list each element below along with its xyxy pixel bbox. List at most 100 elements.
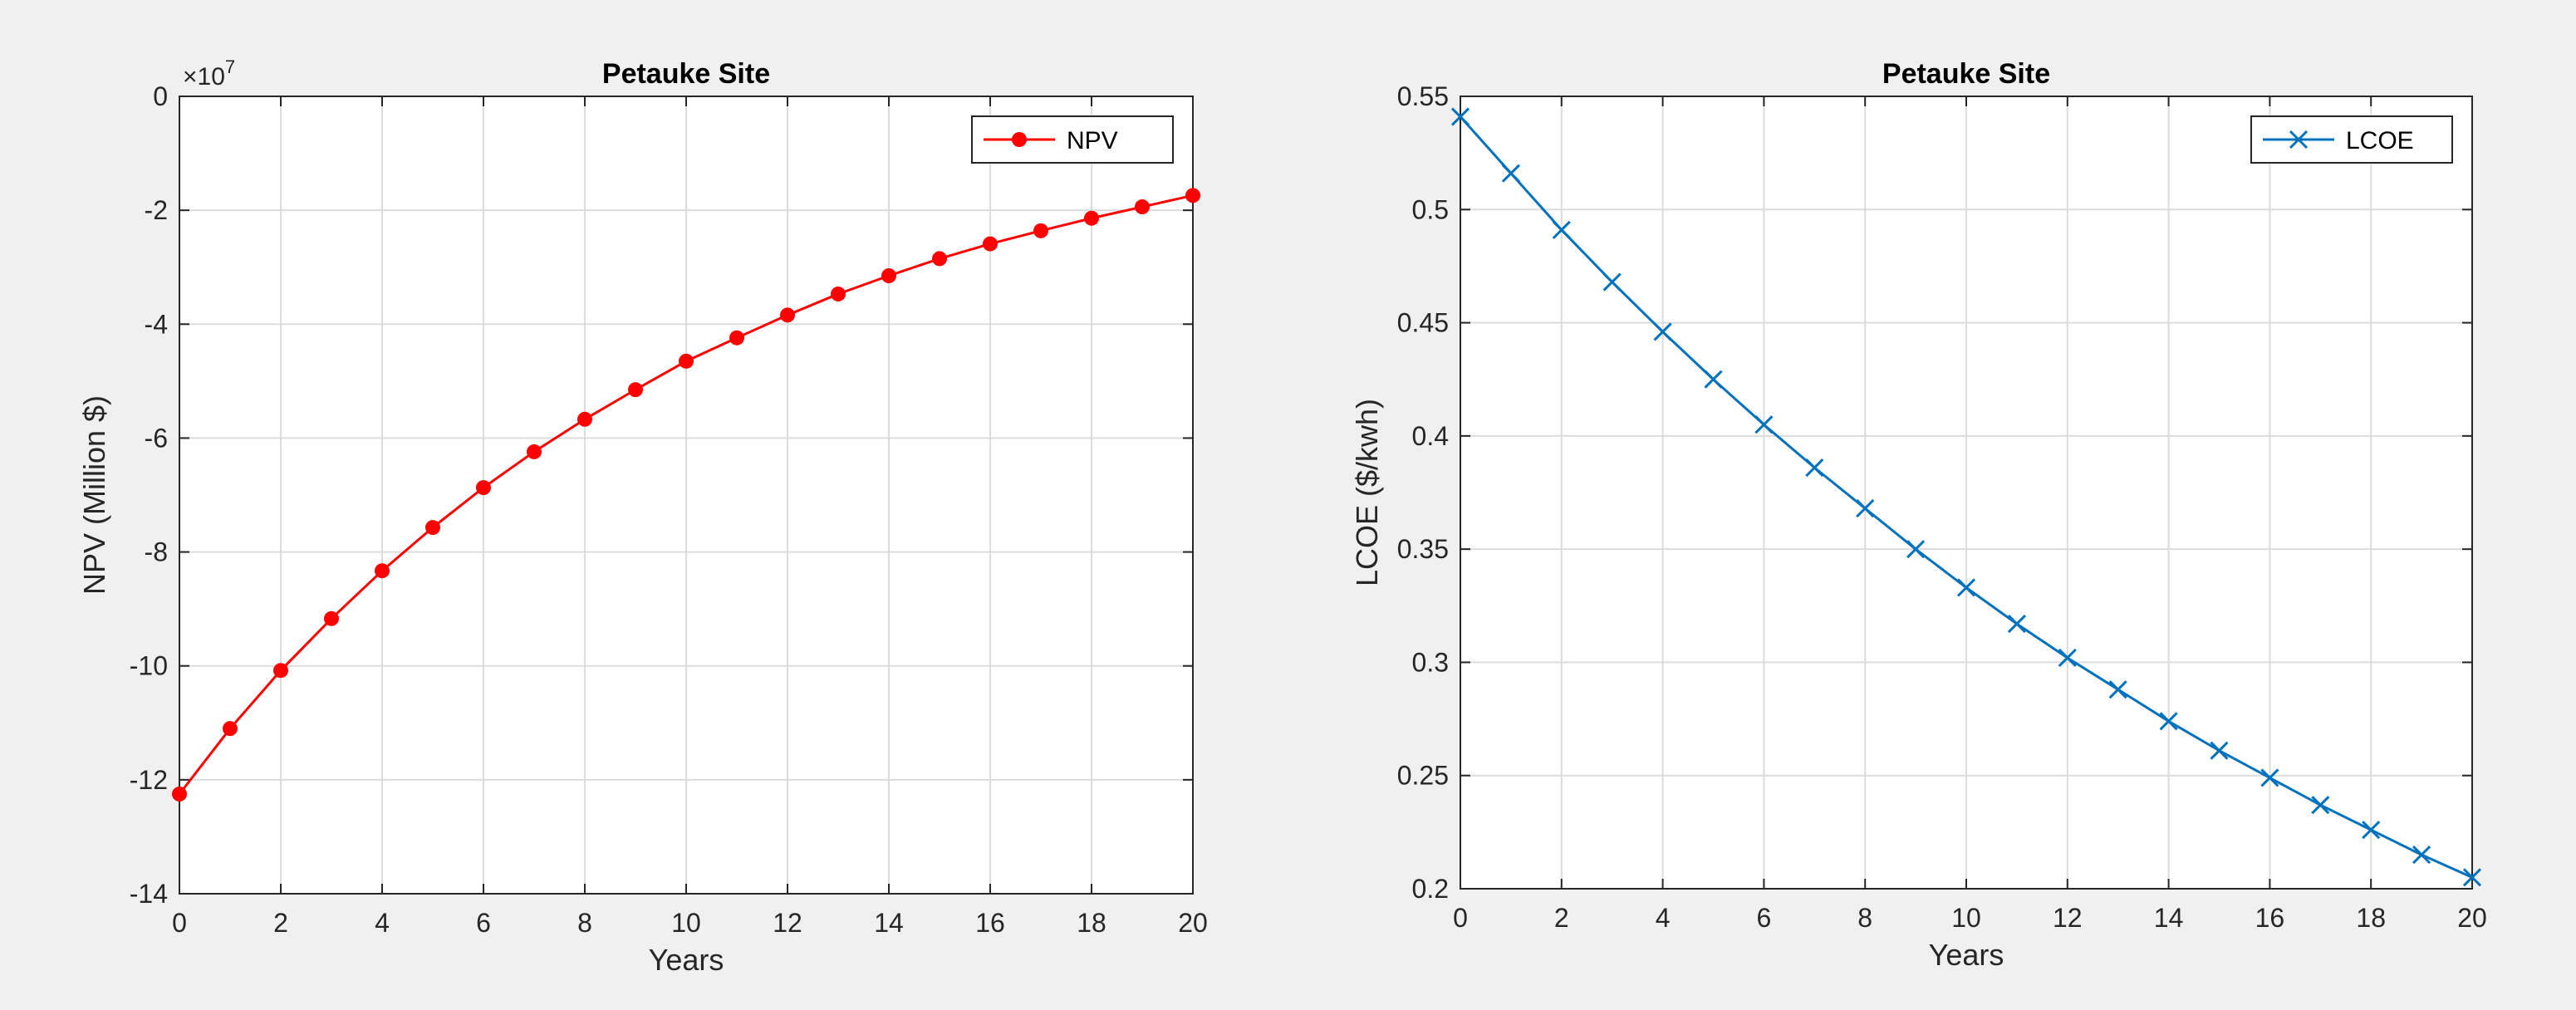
x-tick-label: 14 (874, 908, 904, 938)
data-point (1602, 272, 1622, 292)
data-point (1501, 164, 1520, 183)
data-point (1552, 220, 1571, 239)
legend: LCOE (2250, 115, 2453, 164)
data-point-stroke (1956, 578, 1976, 597)
data-point-stroke (2159, 712, 2178, 731)
y-axis-label: NPV (Million $) (77, 395, 111, 595)
x-tick-label: 8 (1857, 903, 1872, 933)
y-tick-label: 0.45 (1397, 308, 1449, 338)
data-point-stroke (1704, 370, 1723, 389)
data-point (2108, 680, 2127, 699)
y-tick-label: 0.2 (1412, 874, 1449, 904)
x-tick-label: 6 (476, 908, 491, 938)
data-point-stroke (1450, 107, 1470, 126)
data-point (2362, 821, 2381, 840)
y-tick-label: -14 (130, 879, 168, 909)
data-point (1956, 578, 1976, 597)
x-tick-label: 10 (1951, 903, 1981, 933)
data-point (1185, 188, 1200, 203)
y-tick-label: -6 (145, 423, 168, 453)
x-tick-label: 16 (2255, 903, 2285, 933)
data-point-stroke (1602, 272, 1622, 292)
x-tick-label: 4 (1656, 903, 1671, 933)
y-tick-label: 0.25 (1397, 761, 1449, 791)
data-point-stroke (2108, 680, 2127, 699)
legend: NPV (971, 115, 1174, 164)
data-point (881, 268, 896, 283)
data-point-stroke (2412, 846, 2431, 865)
legend-marker (1012, 132, 1027, 147)
x-tick-label: 8 (577, 908, 592, 938)
x-tick-label: 2 (273, 908, 288, 938)
y-tick-label: 0.55 (1397, 81, 1449, 111)
data-point-stroke (1501, 164, 1520, 183)
data-point (324, 610, 339, 626)
data-point (2007, 615, 2026, 634)
data-point-stroke (2462, 868, 2482, 887)
lcoe-chart-panel: 0 2 4 6 8 10 12 14 16 18 20 0.55 0.5 0.45 0.4 0.35 0.3 0.… (1303, 0, 2576, 1010)
data-point (223, 721, 238, 737)
data-point-stroke (1805, 458, 1824, 478)
x-tick-label: 14 (2154, 903, 2184, 933)
legend-label: NPV (1067, 127, 1118, 154)
data-point (2260, 768, 2279, 787)
y-tick-label: 0.4 (1412, 421, 1449, 451)
data-point-stroke (1754, 415, 1774, 434)
y-tick-label: -8 (145, 537, 168, 567)
data-point (2210, 741, 2229, 760)
x-tick-label: 4 (375, 908, 390, 938)
npv-chart-panel: 0 2 4 6 8 10 12 14 16 18 20 0 -2 -4 -6 -8 -10 -12 -14 Petau… (0, 0, 1303, 1010)
x-tick-label: 12 (2053, 903, 2083, 933)
data-point (831, 286, 846, 302)
data-point (1653, 322, 1672, 341)
x-tick-label: 18 (2356, 903, 2386, 933)
data-point-stroke (2007, 615, 2026, 634)
y-exponent-base: ×10 (183, 63, 225, 91)
data-point (476, 480, 491, 496)
x-tick-label: 6 (1757, 903, 1772, 933)
data-point (780, 307, 795, 323)
y-tick-label: -12 (130, 765, 168, 795)
data-point (2058, 648, 2077, 668)
data-point (577, 411, 592, 427)
data-point-stroke (2311, 796, 2330, 815)
data-point (1805, 458, 1824, 478)
x-axis-label: Years (1929, 938, 2004, 972)
data-point (932, 251, 947, 267)
data-point (527, 444, 542, 459)
data-point-stroke (2210, 741, 2229, 760)
x-tick-label: 12 (773, 908, 802, 938)
x-tick-label: 0 (1453, 903, 1468, 933)
data-point-stroke (1856, 499, 1875, 518)
data-point (679, 353, 694, 369)
data-point (1754, 415, 1774, 434)
data-point-stroke (2260, 768, 2279, 787)
x-tick-label: 0 (172, 908, 187, 938)
y-tick-label: -10 (130, 651, 168, 681)
legend-label: LCOE (2346, 127, 2414, 154)
data-point (628, 382, 643, 398)
data-point (273, 663, 288, 679)
x-tick-label: 18 (1077, 908, 1106, 938)
data-point (1135, 199, 1150, 215)
y-tick-label: 0.3 (1412, 647, 1449, 677)
data-point (172, 787, 187, 802)
chart-title: Petauke Site (1882, 58, 2050, 90)
data-point (983, 236, 998, 252)
y-exponent-power: 7 (225, 56, 235, 77)
x-tick-label: 20 (1178, 908, 1208, 938)
data-point (1704, 370, 1723, 389)
legend-marker (2289, 130, 2309, 150)
data-point (1450, 107, 1470, 126)
y-tick-label: -4 (145, 309, 168, 339)
data-point (729, 330, 744, 346)
data-point (1033, 223, 1048, 238)
data-point (1856, 499, 1875, 518)
data-point-stroke (1552, 220, 1571, 239)
chart-title: Petauke Site (602, 58, 770, 90)
data-point-stroke (2058, 648, 2077, 668)
y-tick-label: -2 (145, 195, 168, 225)
data-point-stroke (1653, 322, 1672, 341)
data-point (375, 563, 390, 579)
data-point (2462, 868, 2482, 887)
